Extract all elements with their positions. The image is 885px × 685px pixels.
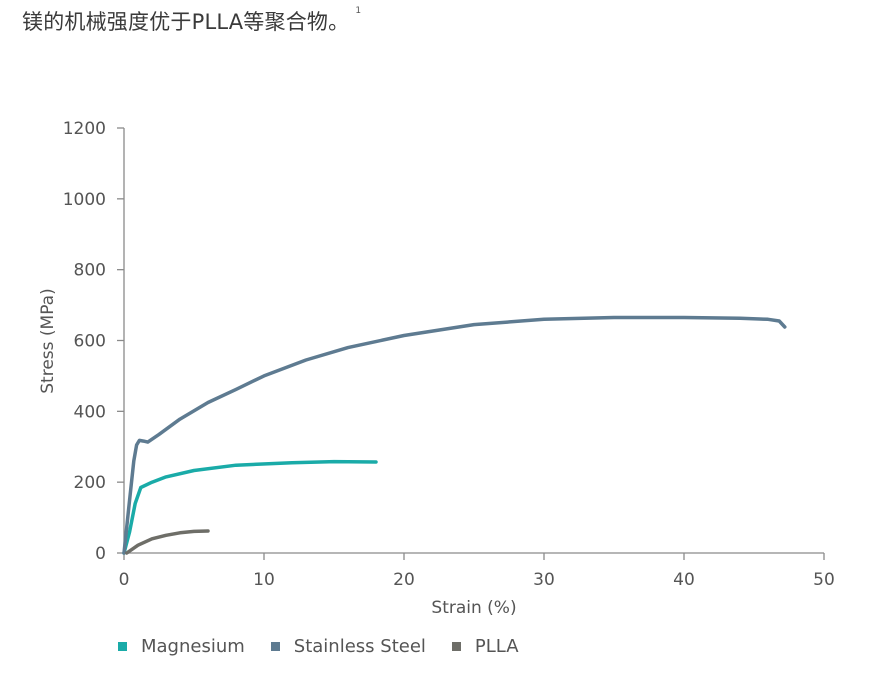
y-tick-label: 1200 (63, 119, 106, 139)
x-tick-label: 40 (673, 570, 695, 590)
legend-item-magnesium: Magnesium (118, 636, 245, 657)
legend-item-stainless-steel: Stainless Steel (270, 636, 426, 657)
legend-swatch (451, 642, 461, 651)
footnote-marker: 1 (355, 6, 362, 16)
x-axis-label: Strain (%) (431, 598, 516, 618)
y-axis-label: Stress (MPa) (38, 288, 58, 394)
y-tick-label: 800 (74, 261, 106, 281)
legend-label: Stainless Steel (293, 636, 426, 657)
legend-item-plla: PLLA (451, 636, 519, 657)
chart-legend: Magnesium Stainless Steel PLLA (118, 636, 545, 657)
series-line-magnesium (122, 459, 378, 555)
x-tick-label: 10 (253, 570, 275, 590)
y-tick-label: 200 (74, 473, 106, 493)
legend-swatch (270, 642, 280, 651)
y-tick-label: 600 (74, 332, 106, 352)
x-tick-label: 50 (813, 570, 835, 590)
y-tick-label: 1000 (63, 190, 106, 210)
series-line-plla (125, 529, 210, 555)
x-tick-label: 20 (393, 570, 415, 590)
x-tick-label: 30 (533, 570, 555, 590)
y-tick-label: 400 (74, 402, 106, 422)
legend-label: Magnesium (141, 636, 245, 657)
page-heading: 镁的机械强度优于PLLA等聚合物。 1 (22, 6, 362, 34)
y-tick-label: 0 (95, 544, 106, 564)
legend-swatch (118, 642, 127, 651)
x-tick-label: 0 (119, 570, 130, 590)
legend-label: PLLA (474, 636, 519, 657)
series-line-stainless-steel (122, 315, 787, 555)
